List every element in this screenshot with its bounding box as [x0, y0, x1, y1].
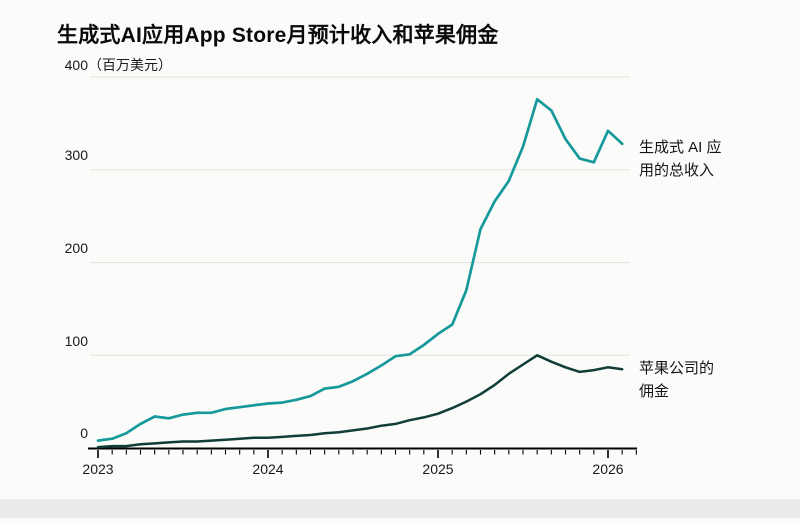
commission-series-label-line1: 苹果公司的: [639, 360, 715, 377]
y-axis-label-300: 300: [42, 147, 88, 165]
y-axis-label-0: 0: [42, 425, 88, 443]
revenue-line: [96, 97, 624, 442]
chart-title: 生成式AI应用App Store月预计收入和苹果佣金: [57, 24, 499, 47]
y-axis-label-400: 400（百万美元）: [42, 55, 172, 73]
x-tick-2025: 2025: [422, 461, 454, 477]
y-tick-200: 200: [64, 240, 88, 256]
revenue-series-label: 生成式 AI 应 用的总收入: [639, 136, 779, 182]
y-tick-100: 100: [64, 333, 88, 349]
y-tick-0: 0: [80, 425, 88, 441]
commission-line: [96, 354, 624, 449]
x-tick-2026: 2026: [592, 461, 624, 477]
commission-series-label: 苹果公司的 佣金: [639, 357, 779, 403]
y-axis-label-100: 100: [42, 333, 88, 351]
x-tick-2024: 2024: [252, 461, 284, 477]
revenue-series-label-line2: 用的总收入: [639, 162, 715, 179]
x-tick-2023: 2023: [82, 461, 114, 477]
y-axis-unit: （百万美元）: [88, 57, 172, 73]
y-tick-300: 300: [64, 147, 88, 163]
page-bottom-strip: [0, 499, 800, 518]
y-axis-label-200: 200: [42, 240, 88, 258]
commission-series-label-line2: 佣金: [639, 383, 670, 400]
y-tick-400: 400: [64, 57, 88, 73]
revenue-series-label-line1: 生成式 AI 应: [639, 139, 722, 156]
